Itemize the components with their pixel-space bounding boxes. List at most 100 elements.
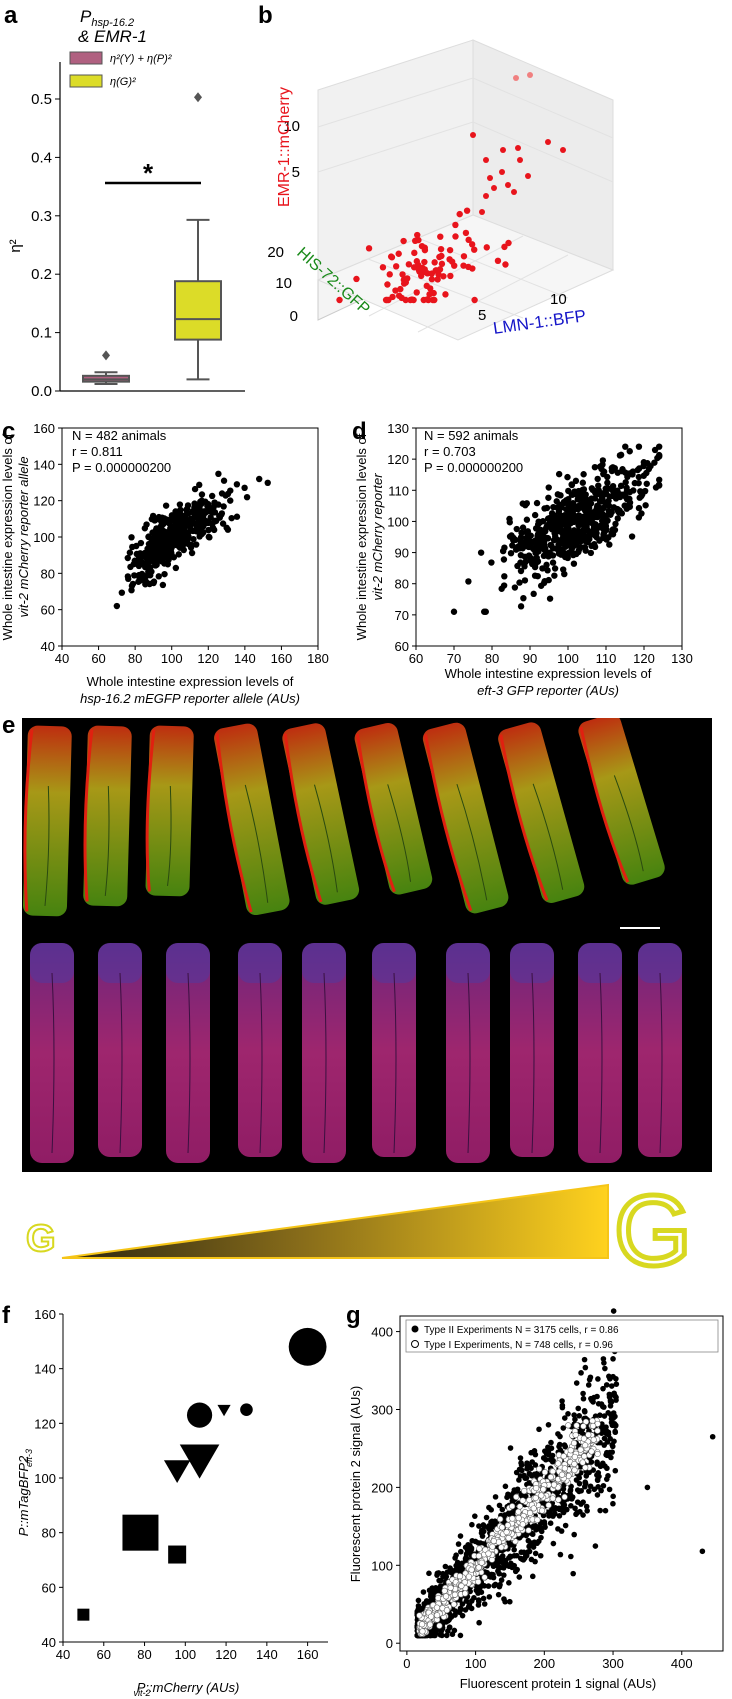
data-point-type2 — [526, 1543, 532, 1550]
panel-f-ticks: 40 60 80 100 120 140 160 40 60 80 100 120 140 160 — [34, 1307, 318, 1662]
data-point — [616, 452, 624, 459]
worm-top — [282, 723, 360, 905]
data-point-type2 — [481, 1601, 488, 1607]
data-point — [387, 253, 395, 260]
data-point-type2 — [594, 1477, 601, 1483]
data-point — [515, 145, 521, 151]
data-point — [206, 534, 213, 541]
data-point-type1 — [550, 1481, 558, 1488]
data-point — [161, 570, 168, 578]
data-point-type2 — [602, 1365, 608, 1372]
data-point — [392, 263, 400, 270]
worm-lumen — [44, 785, 50, 906]
data-point — [545, 553, 552, 560]
worm-body — [578, 943, 622, 1163]
data-point — [583, 517, 591, 525]
data-point-type1 — [475, 1578, 482, 1585]
data-point-type2 — [581, 1408, 588, 1414]
data-point — [601, 520, 608, 527]
data-point — [525, 173, 531, 179]
data-point-type2 — [559, 1398, 565, 1404]
tick-y-20: 20 — [267, 244, 284, 261]
data-point — [517, 157, 523, 163]
tick-label: 60 — [42, 1580, 56, 1595]
data-point — [436, 266, 444, 273]
tick-label: 0.3 — [31, 208, 52, 225]
data-point-type1 — [582, 1442, 589, 1449]
panel-c-ylabel-line1: Whole intestine expression levels of — [0, 433, 15, 640]
data-point — [540, 579, 548, 587]
worm-bottom — [638, 943, 682, 1157]
tick-label: 140 — [34, 1362, 56, 1377]
data-point — [423, 296, 431, 303]
worm-body — [372, 943, 416, 1157]
data-point — [614, 487, 621, 494]
worm-lumen — [244, 784, 269, 903]
data-point-type2 — [608, 1383, 615, 1389]
data-point — [438, 260, 446, 268]
data-point-type2 — [613, 1375, 619, 1382]
data-point — [423, 282, 430, 290]
data-point-type1 — [573, 1422, 580, 1429]
data-point — [160, 537, 167, 544]
data-point-type2 — [455, 1541, 462, 1547]
data-point — [149, 512, 157, 520]
worm-top — [354, 722, 433, 895]
data-point — [654, 454, 661, 462]
data-point-square — [77, 1608, 90, 1621]
panel-c-annot-p: P = 0.000000200 — [72, 460, 171, 475]
panel-d-ylabel: Whole intestine expression levels of vit… — [354, 433, 385, 640]
data-point — [161, 560, 168, 567]
data-point-type2 — [530, 1544, 537, 1550]
worm-lumen — [119, 972, 123, 1154]
worm-body — [446, 943, 490, 1163]
data-point — [534, 572, 541, 580]
data-point-type2 — [557, 1447, 564, 1454]
data-point-type2 — [476, 1523, 482, 1529]
panel-g-ylabel: Fluorescent protein 2 signal (AUs) — [348, 1386, 363, 1583]
data-point-type2 — [559, 1402, 566, 1409]
panel-a-boxes — [82, 92, 222, 385]
data-point — [413, 289, 420, 296]
data-point-type2 — [571, 1412, 577, 1418]
data-point — [635, 514, 643, 521]
data-point — [564, 535, 571, 543]
data-point — [533, 499, 541, 507]
data-point-type1 — [555, 1460, 562, 1467]
data-point-type2 — [489, 1518, 495, 1525]
data-point — [579, 529, 587, 536]
worm-body — [166, 943, 210, 1163]
data-point-type2 — [521, 1472, 527, 1479]
data-point-type1 — [475, 1564, 482, 1571]
legend-label-yellow: η(G)² — [110, 76, 136, 88]
data-point-type2 — [605, 1431, 612, 1438]
data-point — [447, 272, 454, 280]
data-point-type2 — [529, 1573, 536, 1580]
gradient-triangle — [61, 1183, 609, 1259]
data-point-type2 — [600, 1482, 607, 1489]
data-point-type2 — [526, 1479, 533, 1486]
panel-g-chart: 0 100 200 300 400 0 100 200 300 400 Type II Exper… — [348, 1308, 724, 1691]
data-point — [554, 491, 561, 498]
data-point-type2 — [613, 1381, 620, 1387]
data-point — [618, 467, 626, 475]
legend-marker-type1 — [411, 1340, 419, 1348]
legend-marker-type2 — [411, 1325, 419, 1333]
data-point — [521, 577, 529, 584]
data-point-type1 — [549, 1495, 556, 1502]
data-point-type2 — [595, 1484, 601, 1490]
data-point — [176, 544, 184, 551]
data-point — [172, 564, 180, 572]
data-point — [161, 550, 168, 557]
tick-label: 110 — [596, 651, 617, 666]
data-point-type2 — [501, 1572, 507, 1578]
data-point-type2 — [584, 1508, 590, 1514]
panel-label-c: c — [2, 418, 16, 445]
data-point — [518, 529, 525, 537]
data-point-type2 — [587, 1374, 594, 1381]
data-point — [145, 540, 153, 548]
tick-label: 100 — [174, 1647, 196, 1662]
data-point-type2 — [604, 1465, 610, 1472]
data-point — [626, 488, 634, 496]
panel-c-ylabel-line2: vit-2 mCherry reporter allele — [16, 456, 31, 617]
